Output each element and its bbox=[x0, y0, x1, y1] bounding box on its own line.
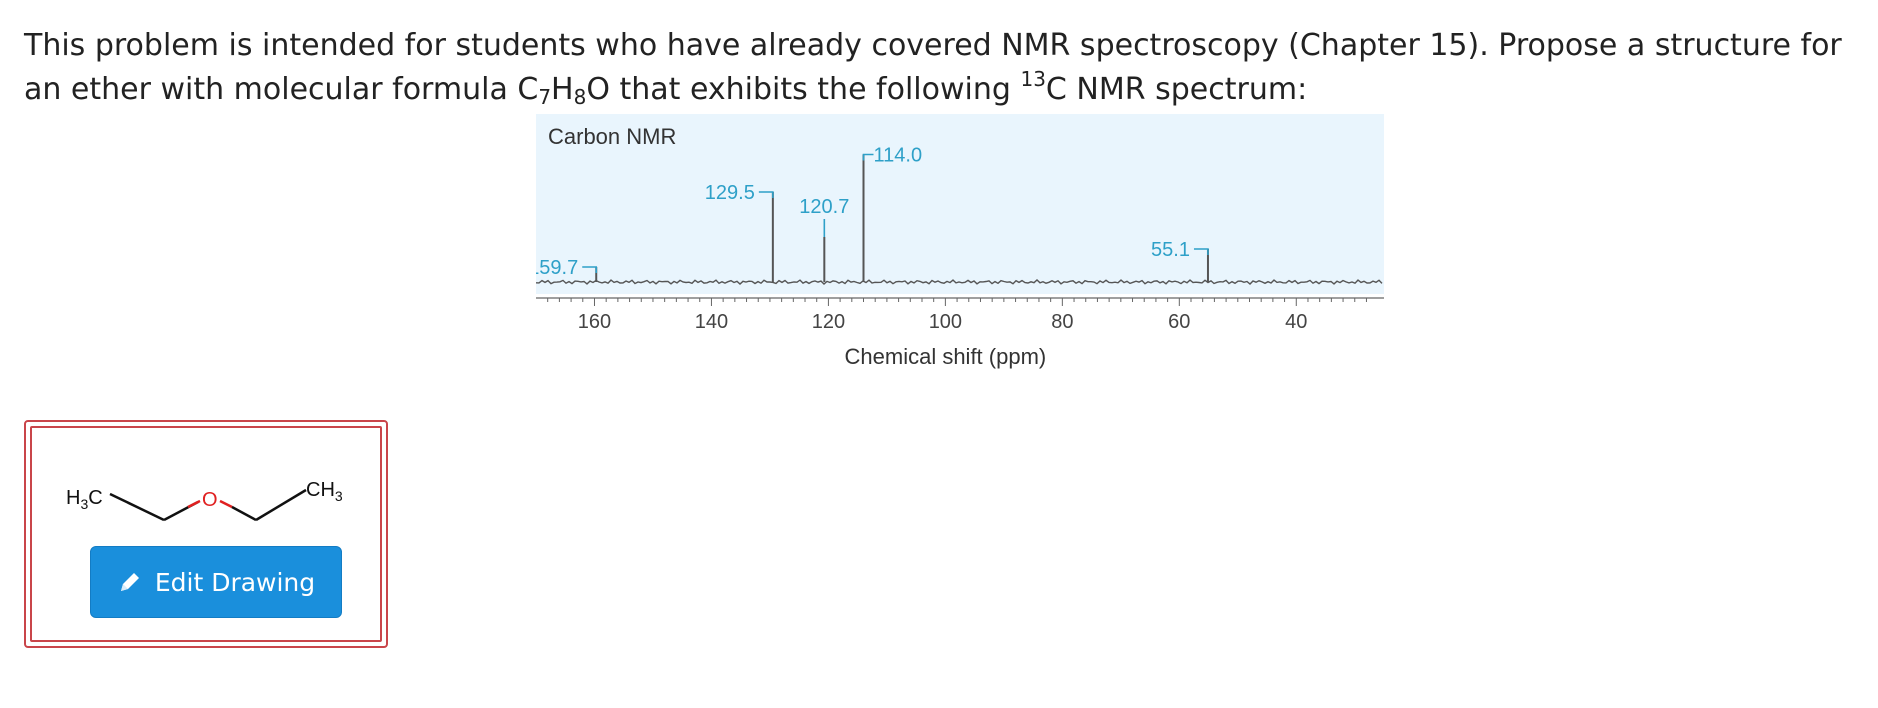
pencil-icon bbox=[117, 569, 143, 595]
x-tick-label: 100 bbox=[929, 311, 962, 333]
formula-subscript-h: 8 bbox=[573, 85, 587, 109]
spectrum-background bbox=[536, 114, 1384, 294]
x-tick-label: 140 bbox=[695, 311, 728, 333]
isotope-superscript: 13 bbox=[1020, 67, 1046, 91]
question-text-part: O that exhibits the following bbox=[586, 72, 1021, 107]
edit-drawing-button[interactable]: Edit Drawing bbox=[90, 546, 342, 618]
peak-label-leader bbox=[582, 266, 598, 273]
formula-h: H bbox=[551, 72, 574, 107]
peak-label-leader bbox=[862, 153, 874, 161]
spectrum-baseline bbox=[536, 279, 1383, 285]
question-text: This problem is intended for students wh… bbox=[24, 24, 1864, 112]
oxygen-label: O bbox=[202, 489, 218, 511]
bond bbox=[255, 488, 307, 522]
x-tick-label: 160 bbox=[578, 311, 611, 333]
bond-oxygen bbox=[187, 499, 201, 509]
peak-label: 129.5 bbox=[705, 182, 755, 204]
spectrum-title: Carbon NMR bbox=[548, 124, 676, 149]
peak-label: 120.7 bbox=[799, 196, 849, 218]
bond bbox=[231, 505, 257, 522]
peak-label: 159.7 bbox=[536, 257, 578, 279]
question-text-part: This problem is intended for students wh… bbox=[24, 28, 1842, 107]
peak-label-leader bbox=[1193, 248, 1209, 255]
x-axis-label: Chemical shift (ppm) bbox=[845, 344, 1047, 369]
molecule-drawing: H3C O CH3 bbox=[66, 479, 343, 522]
methyl-left-label: H3C bbox=[66, 487, 103, 512]
x-tick-label: 80 bbox=[1051, 311, 1073, 333]
peak-label: 55.1 bbox=[1151, 239, 1190, 261]
x-tick-label: 120 bbox=[812, 311, 845, 333]
bond bbox=[109, 492, 165, 522]
formula-subscript-c: 7 bbox=[538, 85, 552, 109]
edit-drawing-label: Edit Drawing bbox=[154, 567, 316, 597]
methyl-right-label: CH3 bbox=[306, 479, 343, 504]
bond-oxygen bbox=[219, 499, 233, 509]
peak-label: 114.0 bbox=[874, 145, 923, 167]
x-tick-label: 60 bbox=[1168, 311, 1190, 333]
answer-drawing-inner: H3C O CH3 Edit Drawing bbox=[30, 426, 382, 642]
question-text-part: C NMR spectrum: bbox=[1045, 72, 1308, 107]
answer-drawing-box: H3C O CH3 Edit Drawing bbox=[24, 420, 388, 648]
x-tick-label: 40 bbox=[1285, 311, 1307, 333]
carbon-nmr-spectrum: Carbon NMR 160 140 120 100 80 60 40 Chemical shi… bbox=[536, 114, 1384, 384]
peak-label-leader bbox=[758, 191, 774, 198]
